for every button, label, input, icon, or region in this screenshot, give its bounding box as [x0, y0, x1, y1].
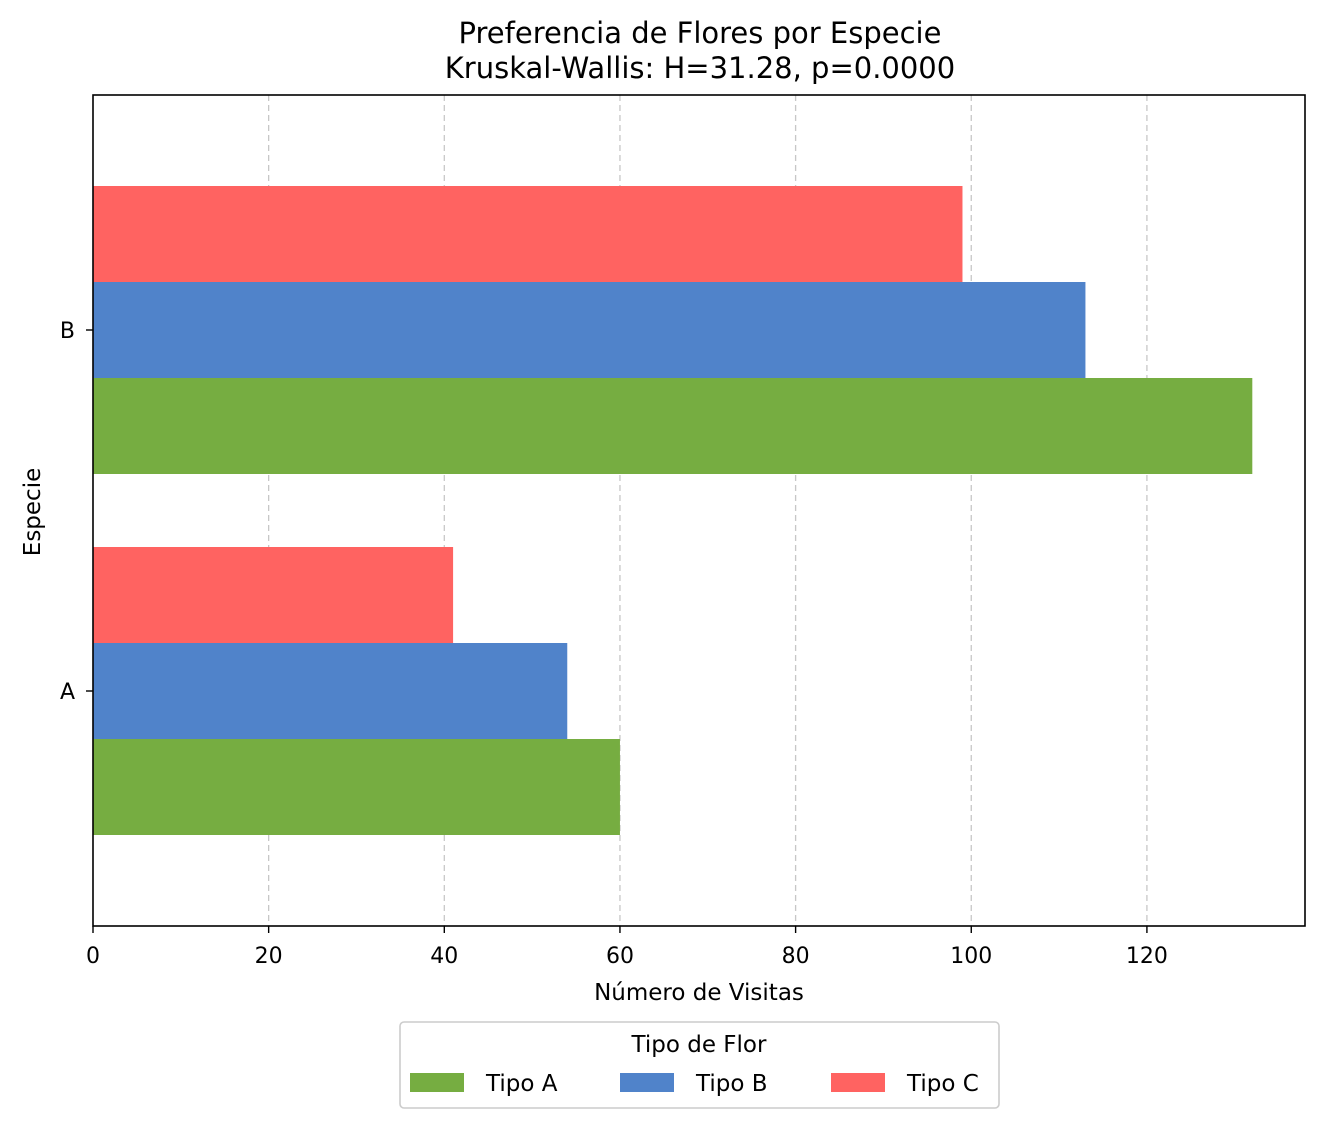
x-axis-label: Número de Visitas [594, 980, 804, 1006]
legend-swatch-tipo-c [831, 1073, 885, 1092]
bar-A-tipo-c [93, 547, 454, 643]
bar-B-tipo-b [93, 282, 1086, 378]
x-axis-ticks: 0 20 40 60 80 100 120 [86, 926, 1168, 969]
legend-entries: Tipo A Tipo B Tipo C [410, 1071, 979, 1097]
chart-title: Preferencia de Flores por Especie [459, 16, 942, 50]
y-axis-ticks: AB [60, 319, 93, 705]
y-tick-label: A [60, 680, 75, 705]
legend: Tipo de Flor Tipo A Tipo B Tipo C [399, 1021, 1000, 1109]
bars-layer [93, 186, 1253, 835]
plot-frame [92, 94, 1306, 927]
legend-label-tipo-a: Tipo A [485, 1071, 558, 1097]
bar-A-tipo-a [93, 739, 620, 835]
chart-subtitle: Kruskal-Wallis: H=31.28, p=0.0000 [445, 51, 955, 85]
y-axis-label: Especie [20, 468, 46, 556]
legend-label-tipo-b: Tipo B [695, 1071, 768, 1097]
x-tick-label: 0 [86, 944, 100, 969]
legend-label-tipo-c: Tipo C [906, 1071, 979, 1097]
y-tick-label: B [60, 319, 75, 344]
legend-swatch-tipo-b [620, 1073, 674, 1092]
bar-B-tipo-a [93, 378, 1253, 474]
x-tick-label: 60 [606, 944, 634, 969]
legend-swatch-tipo-a [410, 1073, 464, 1092]
x-tick-label: 100 [950, 944, 992, 969]
bar-A-tipo-b [93, 643, 568, 739]
bar-B-tipo-c [93, 186, 963, 282]
x-tick-label: 40 [430, 944, 458, 969]
x-tick-label: 120 [1126, 944, 1168, 969]
x-tick-label: 20 [255, 944, 283, 969]
legend-title: Tipo de Flor [631, 1032, 767, 1058]
x-tick-label: 80 [782, 944, 810, 969]
